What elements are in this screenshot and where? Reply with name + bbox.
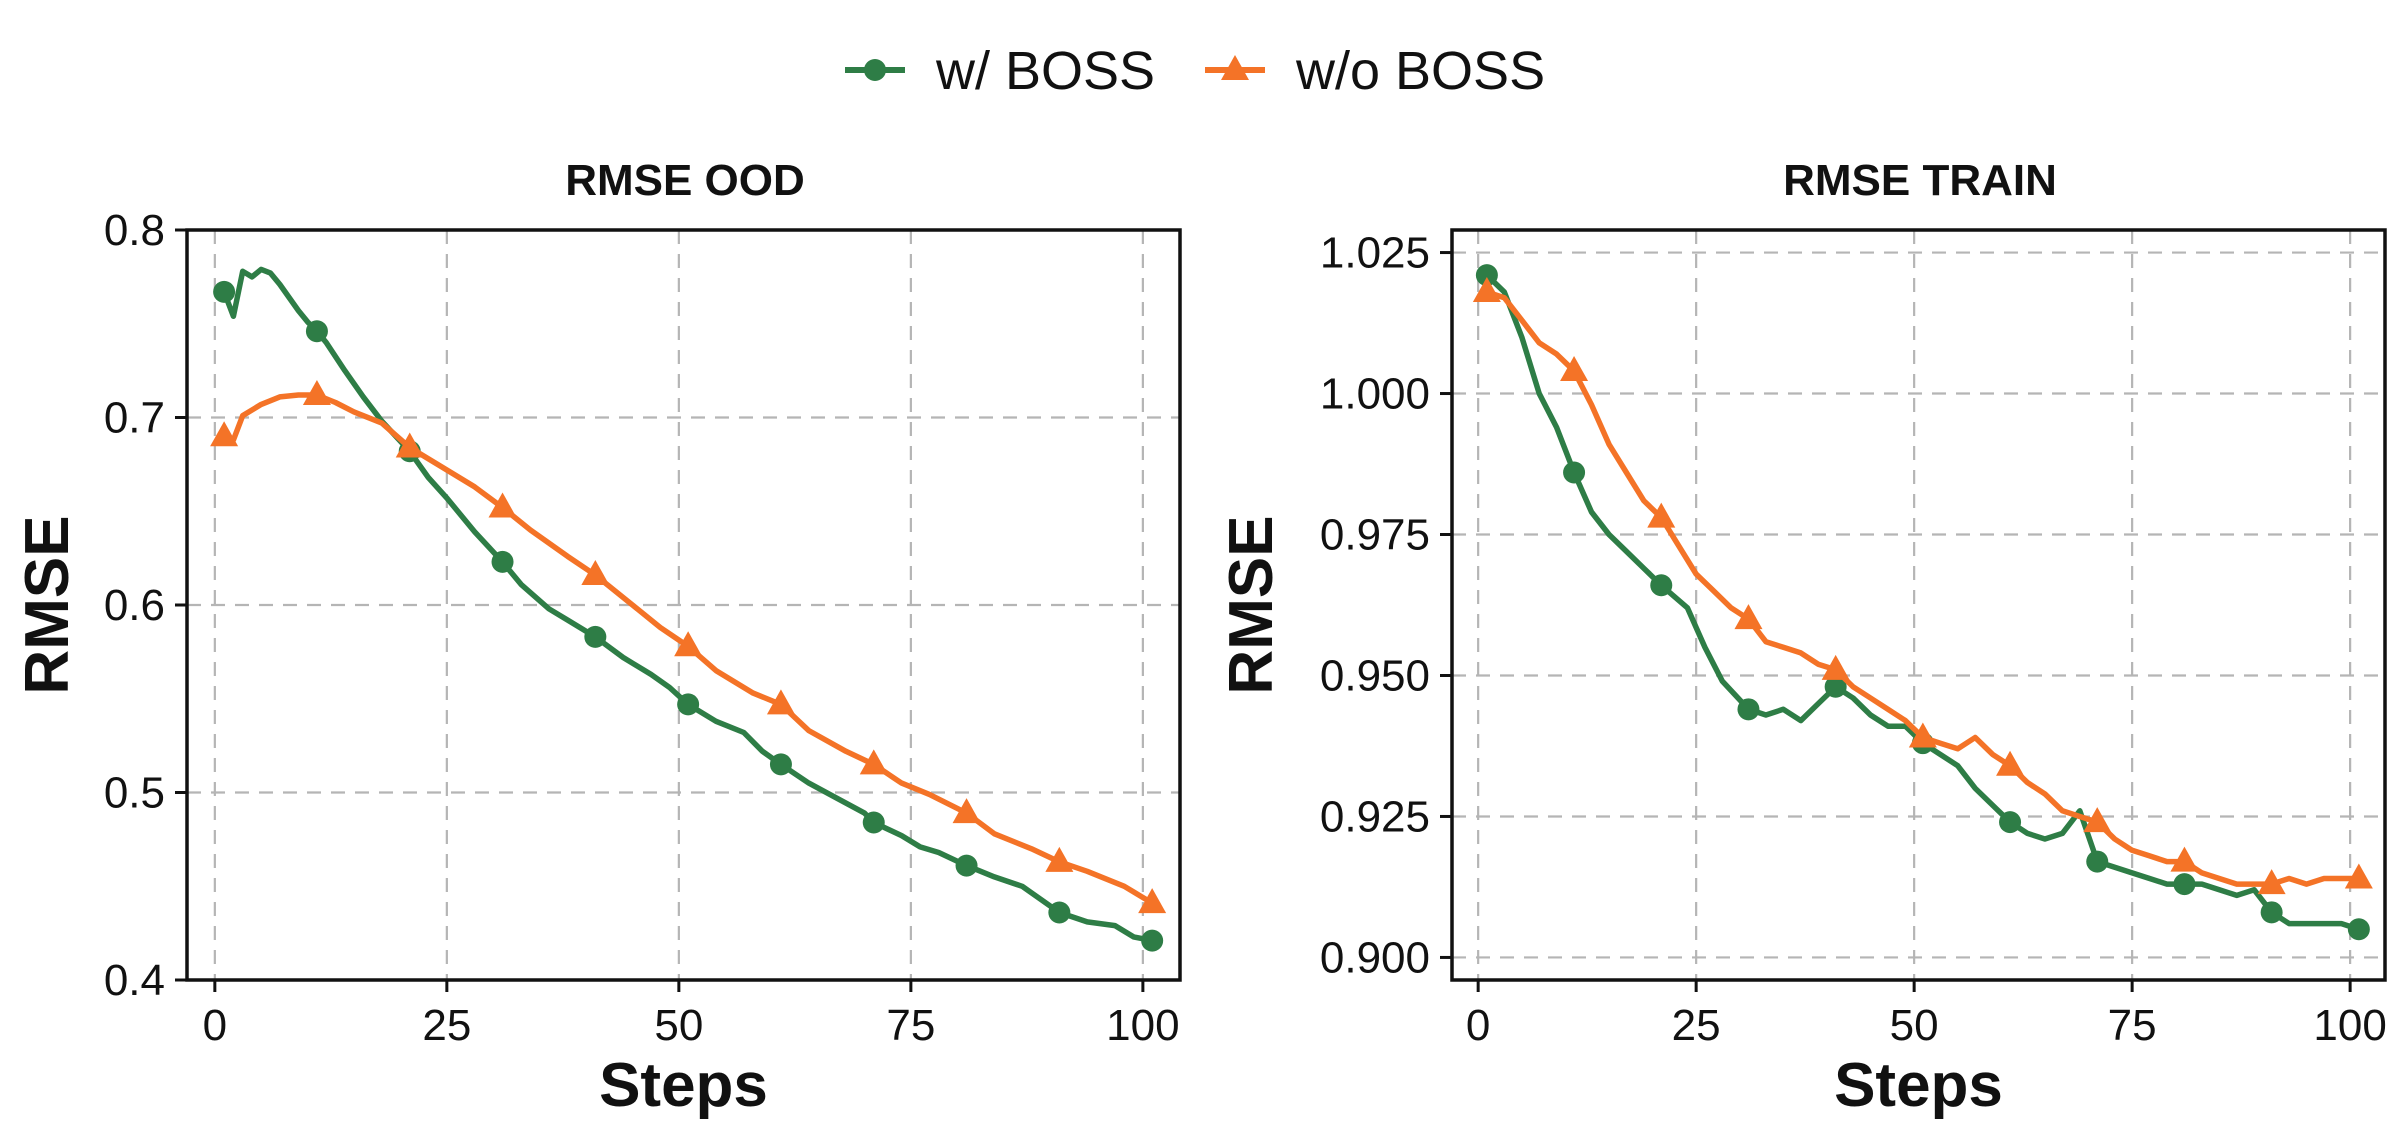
data-point-w-boss bbox=[1650, 574, 1673, 597]
x-tick-label: 100 bbox=[1106, 1001, 1179, 1050]
data-point-wo-boss bbox=[2170, 846, 2199, 872]
y-tick-label: 0.7 bbox=[104, 394, 165, 443]
y-axis-label: RMSE bbox=[13, 515, 82, 694]
y-axis-label: RMSE bbox=[1217, 515, 1286, 694]
data-point-w-boss bbox=[584, 625, 607, 648]
data-point-w-boss bbox=[491, 550, 514, 573]
y-tick-label: 0.950 bbox=[1320, 651, 1430, 700]
data-point-w-boss bbox=[1999, 811, 2022, 834]
legend-label-w-boss: w/ BOSS bbox=[935, 41, 1155, 101]
y-tick-label: 0.975 bbox=[1320, 511, 1430, 560]
data-point-wo-boss bbox=[1472, 277, 1501, 303]
y-tick-label: 0.925 bbox=[1320, 792, 1430, 841]
data-point-w-boss bbox=[2086, 850, 2109, 873]
data-point-w-boss bbox=[769, 753, 792, 776]
data-point-w-boss bbox=[2347, 918, 2370, 941]
data-point-wo-boss bbox=[674, 631, 703, 657]
x-tick-label: 100 bbox=[2313, 1001, 2386, 1050]
data-point-w-boss bbox=[2260, 901, 2283, 924]
x-axis-label: Steps bbox=[599, 1051, 768, 1120]
series-line-wo-boss bbox=[1484, 289, 2362, 887]
y-tick-label: 0.6 bbox=[104, 581, 165, 630]
series-line-w-boss bbox=[1484, 272, 2362, 932]
data-point-wo-boss bbox=[395, 432, 424, 458]
y-tick-label: 0.900 bbox=[1320, 933, 1430, 982]
x-tick-label: 25 bbox=[1672, 1001, 1721, 1050]
data-point-w-boss bbox=[862, 811, 885, 834]
x-tick-label: 75 bbox=[886, 1001, 935, 1050]
data-point-wo-boss bbox=[1647, 502, 1676, 528]
data-point-w-boss bbox=[305, 320, 328, 343]
legend-item-w-boss: w/ BOSS bbox=[845, 41, 1155, 101]
data-point-wo-boss bbox=[1821, 654, 1850, 680]
y-tick-label: 0.5 bbox=[104, 769, 165, 818]
x-tick-label: 0 bbox=[203, 1001, 227, 1050]
legend-item-wo-boss: w/o BOSS bbox=[1205, 41, 1545, 101]
data-point-w-boss bbox=[1475, 264, 1498, 287]
chart-panel-rmse-train: RMSE TRAIN 0 25 50 75 100 0.900 0.925 0.950 0.975… bbox=[1217, 156, 2387, 1120]
y-tick-label: 0.8 bbox=[104, 206, 165, 255]
x-tick-label: 75 bbox=[2108, 1001, 2157, 1050]
data-point-wo-boss bbox=[1045, 846, 1074, 872]
panel-title: RMSE TRAIN bbox=[1783, 156, 2057, 205]
data-point-wo-boss bbox=[1138, 888, 1167, 914]
data-point-wo-boss bbox=[766, 689, 795, 715]
y-tick-label: 1.000 bbox=[1320, 370, 1430, 419]
data-point-wo-boss bbox=[302, 380, 331, 405]
data-point-w-boss bbox=[1048, 901, 1071, 924]
data-point-wo-boss bbox=[210, 421, 239, 447]
data-point-w-boss bbox=[677, 693, 700, 716]
x-tick-label: 0 bbox=[1466, 1001, 1490, 1050]
data-point-wo-boss bbox=[859, 749, 888, 775]
data-point-wo-boss bbox=[488, 492, 517, 518]
y-tick-label: 1.025 bbox=[1320, 229, 1430, 278]
plot-frame bbox=[1450, 228, 2387, 982]
y-tick-label: 0.4 bbox=[104, 956, 165, 1005]
data-point-w-boss bbox=[2173, 873, 2196, 896]
data-point-w-boss bbox=[1737, 698, 1760, 721]
data-point-wo-boss bbox=[952, 798, 981, 824]
legend: w/ BOSS w/o BOSS bbox=[845, 41, 1545, 101]
x-tick-label: 50 bbox=[1890, 1001, 1939, 1050]
data-point-wo-boss bbox=[2257, 869, 2286, 895]
data-point-w-boss bbox=[1824, 675, 1847, 698]
data-point-wo-boss bbox=[1996, 750, 2025, 776]
data-point-wo-boss bbox=[581, 560, 610, 585]
x-axis-label: Steps bbox=[1834, 1051, 2003, 1120]
x-tick-label: 50 bbox=[654, 1001, 703, 1050]
data-point-w-boss bbox=[1141, 929, 1164, 952]
data-point-wo-boss bbox=[2083, 807, 2112, 833]
data-point-wo-boss bbox=[1560, 355, 1589, 381]
legend-swatch-marker-w-boss bbox=[864, 59, 886, 81]
data-point-wo-boss bbox=[2344, 863, 2373, 889]
data-point-w-boss bbox=[213, 280, 236, 303]
panel-title: RMSE OOD bbox=[565, 156, 805, 205]
data-point-w-boss bbox=[955, 854, 978, 877]
data-point-wo-boss bbox=[1734, 604, 1763, 630]
chart-panel-rmse-ood: RMSE OOD 0 25 50 75 100 0.4 0.5 0.6 0.7 0.8 Steps RM… bbox=[13, 156, 1182, 1120]
x-tick-label: 25 bbox=[422, 1001, 471, 1050]
legend-label-wo-boss: w/o BOSS bbox=[1295, 41, 1545, 101]
legend-swatch-marker-wo-boss bbox=[1221, 55, 1249, 80]
data-point-w-boss bbox=[1563, 461, 1586, 484]
data-point-wo-boss bbox=[1908, 722, 1937, 748]
